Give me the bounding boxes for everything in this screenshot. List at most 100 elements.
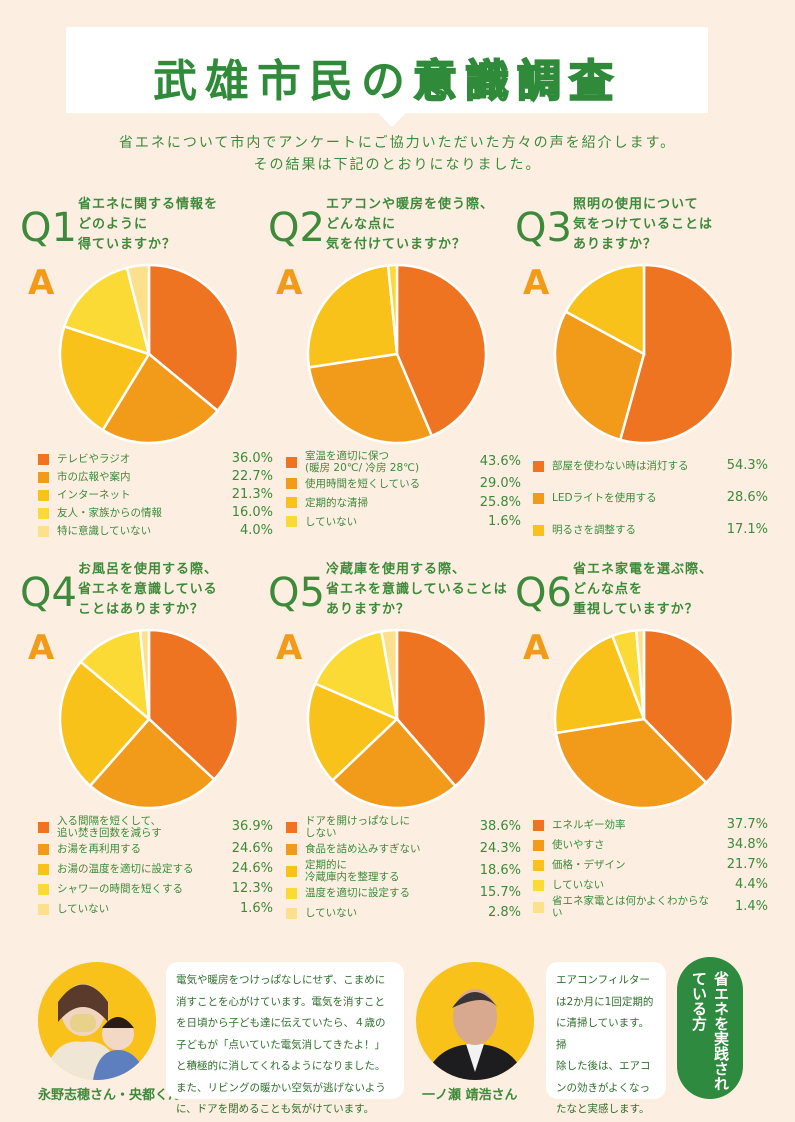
pie-slice-3	[553, 634, 646, 735]
legend-swatch	[38, 525, 49, 537]
legend-value: 1.6%	[487, 513, 521, 529]
legend-item: 部屋を使わない時は消灯する 54.3%	[533, 450, 768, 482]
pie-chart	[306, 628, 488, 810]
question-text: お風呂を使用する際、 省エネを意識している ことはありますか？	[78, 562, 219, 617]
legend-label: 使いやすさ	[552, 839, 605, 851]
legend-label: 定期的に 冷蔵庫内を整理する	[305, 859, 400, 883]
intro-line-1: 省エネについて市内でアンケートにご協力いただいた方々の声を紹介します。	[118, 135, 677, 151]
legend-swatch	[38, 863, 49, 875]
legend-item: LEDライトを使用する 28.6%	[533, 482, 768, 514]
pie-chart	[553, 263, 735, 445]
legend-item: 使いやすさ 34.8%	[533, 835, 768, 855]
q-prefix: Q	[268, 570, 300, 616]
legend-item: 友人・家族からの情報 16.0%	[38, 504, 273, 522]
answer-label: A	[276, 628, 303, 668]
legend-item: 省エネ家電とは何かよくわからない 1.4%	[533, 895, 768, 919]
legend-item: 食品を詰め込みすぎない 24.3%	[286, 839, 521, 859]
page-title: 武雄市民の意識調査	[66, 45, 708, 109]
pie-chart	[58, 263, 240, 445]
legend-swatch	[286, 821, 297, 833]
legend-item: していない 4.4%	[533, 875, 768, 895]
legend-value: 1.4%	[734, 899, 768, 914]
q-prefix: Q	[20, 570, 52, 616]
question-text: 冷蔵庫を使用する際、 省エネを意識していることは ありますか？	[326, 562, 508, 617]
legend-label: 部屋を使わない時は消灯する	[552, 460, 689, 472]
pie-slice-1	[618, 263, 735, 445]
legend-swatch	[286, 478, 297, 489]
voice-comment-2: エアコンフィルター は2か月に1回定期的 に清掃しています。掃 除した後は、エア…	[546, 962, 666, 1115]
legend-item: していない 2.8%	[286, 903, 521, 923]
question-text: 省エネに関する情報を どのように 得ていますか？	[78, 197, 219, 252]
legend-swatch	[286, 887, 297, 899]
legend-item: 価格・デザイン 21.7%	[533, 855, 768, 875]
question-number: Q6	[515, 570, 572, 616]
legend-item: お湯を再利用する 24.6%	[38, 839, 273, 859]
question-number: Q4	[20, 570, 77, 616]
legend-swatch	[38, 821, 49, 833]
legend-value: 37.7%	[726, 817, 768, 832]
legend-value: 4.4%	[734, 877, 768, 892]
legend-item: 明るさを調整する 17.1%	[533, 514, 768, 546]
pie-chart	[553, 628, 735, 810]
voice-comment-1: 電気や暖房をつけっぱなしにせず、こまめに 消すことを心がけています。電気を消すこ…	[166, 962, 404, 1115]
pie-slice-3	[58, 324, 151, 432]
voice-name-2: 一ノ瀬 靖浩さん	[422, 1088, 518, 1103]
legend-item: していない 1.6%	[286, 512, 521, 531]
legend-swatch	[533, 839, 544, 851]
legend-swatch	[286, 865, 297, 877]
legend-label: 温度を適切に設定する	[305, 887, 410, 899]
legend-value: 21.3%	[231, 487, 273, 502]
legend: 入る間隔を短くして、 追い焚き回数を減らす 36.9% お湯を再利用する 24.6% お…	[38, 815, 273, 919]
question-panel-3: Q3 照明の使用について 気をつけていることは ありますか？ A 部屋を使わない時…	[515, 195, 768, 555]
legend-label: インターネット	[57, 489, 131, 501]
legend-swatch	[38, 489, 49, 501]
legend-value: 36.9%	[231, 819, 273, 834]
legend-value: 38.6%	[479, 819, 521, 834]
question-panel-4: Q4 お風呂を使用する際、 省エネを意識している ことはありますか？ A 入る間隔…	[20, 560, 273, 920]
legend-label: していない	[57, 903, 110, 915]
question-text: 省エネ家電を選ぶ際、 どんな点を 重視していますか？	[573, 562, 714, 617]
title-plain: 武雄市民の	[153, 56, 413, 107]
legend-item: 室温を適切に保つ (暖房 20℃/ 冷房 28℃) 43.6%	[286, 450, 521, 474]
title-outline: 意識調査	[412, 55, 621, 108]
legend-label: 使用時間を短くしている	[305, 477, 421, 490]
legend-swatch	[533, 819, 544, 831]
legend-swatch	[38, 903, 49, 915]
legend-label: していない	[305, 515, 358, 528]
intro-line-2: その結果は下記のとおりになりました。	[253, 157, 542, 173]
legend-item: 定期的に 冷蔵庫内を整理する 18.6%	[286, 859, 521, 883]
legend-value: 24.3%	[479, 841, 521, 856]
legend-value: 4.0%	[239, 523, 273, 538]
legend-label: 明るさを調整する	[552, 524, 636, 536]
legend-value: 24.6%	[231, 861, 273, 876]
legend-label: 定期的な清掃	[305, 496, 368, 509]
legend-swatch	[286, 907, 297, 919]
question-panel-1: Q1 省エネに関する情報を どのように 得ていますか？ A テレビやラジオ 36.0…	[20, 195, 273, 555]
q-prefix: Q	[515, 205, 547, 251]
photo-nagano	[38, 962, 156, 1080]
legend-value: 18.6%	[479, 863, 521, 878]
pie-slice-3	[306, 264, 399, 369]
legend-value: 25.8%	[479, 494, 521, 510]
answer-label: A	[28, 628, 55, 668]
pie-slice-4	[79, 629, 151, 722]
legend-label: お湯の温度を適切に設定する	[57, 863, 194, 875]
pie-slice-3	[58, 660, 151, 788]
pie-slice-2	[553, 309, 646, 442]
legend-label: シャワーの時間を短くする	[57, 883, 183, 895]
legend-value: 15.7%	[479, 885, 521, 900]
pie-slice-2	[101, 352, 220, 445]
legend: エネルギー効率 37.7% 使いやすさ 34.8% 価格・デザイン 21.7% していない 4…	[533, 815, 768, 919]
legend-swatch	[286, 516, 297, 527]
legend-label: 入る間隔を短くして、 追い焚き回数を減らす	[57, 815, 162, 839]
legend-label: 特に意識していない	[57, 525, 152, 537]
legend-value: 29.0%	[479, 475, 521, 491]
pie-slice-2	[307, 352, 434, 445]
q-prefix: Q	[515, 570, 547, 616]
legend-swatch	[38, 471, 49, 483]
question-number: Q1	[20, 205, 77, 251]
pie-chart	[306, 263, 488, 445]
pie-slice-5	[379, 628, 399, 720]
legend-label: 市の広報や案内	[57, 471, 131, 483]
intro-text: 省エネについて市内でアンケートにご協力いただいた方々の声を紹介します。 その結果…	[0, 132, 795, 176]
